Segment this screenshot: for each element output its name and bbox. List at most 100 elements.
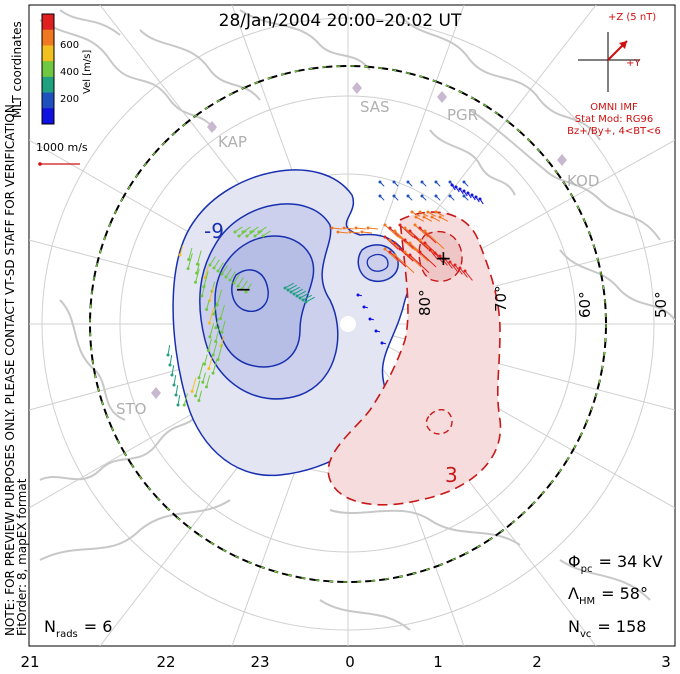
velocity-vector-origin	[257, 230, 261, 234]
velocity-vector-origin	[289, 290, 293, 294]
velocity-vector	[367, 227, 378, 230]
velocity-vector-origin	[245, 234, 249, 238]
velocity-vector	[419, 227, 437, 244]
colorbar-swatch	[42, 76, 54, 94]
velocity-vector-origin	[330, 226, 334, 230]
velocity-vector	[384, 248, 399, 262]
velocity-vector-origin	[195, 262, 199, 266]
velocity-vector-origin	[388, 226, 392, 230]
velocity-vector-origin	[342, 226, 346, 230]
velocity-vector-origin	[244, 290, 248, 294]
velocity-vector	[464, 270, 473, 281]
velocity-vector-origin	[428, 248, 432, 252]
velocity-vector	[435, 211, 445, 217]
velocity-vector-origin	[438, 215, 442, 219]
velocity-vector	[343, 227, 354, 230]
mlt-tick-3: 3	[661, 653, 671, 671]
velocity-vector-origin	[286, 288, 290, 292]
velocity-vector-origin	[403, 238, 407, 242]
velocity-vector	[399, 236, 414, 250]
velocity-vector-origin	[220, 272, 224, 276]
velocity-vector-origin	[168, 363, 172, 367]
velocity-vector	[220, 336, 225, 347]
velocity-vector-origin	[403, 250, 407, 254]
velocity-vector-origin	[448, 260, 452, 264]
velocity-vector-origin	[448, 180, 452, 184]
velocity-vector-origin	[176, 403, 180, 407]
velocity-vector-origin	[220, 330, 224, 334]
velocity-vector-origin	[463, 269, 467, 273]
velocity-vector-origin	[301, 298, 305, 302]
preview-note: NOTE: FOR PREVIEW PURPOSES ONLY. PLEASE …	[3, 100, 17, 636]
velocity-vector	[179, 245, 184, 256]
velocity-vector	[175, 385, 179, 396]
velocity-vector-origin	[403, 226, 407, 230]
velocity-vector-origin	[430, 215, 434, 219]
velocity-vector-origin	[462, 194, 466, 198]
mlt-tick-1: 1	[433, 653, 443, 671]
velocity-vector-origin	[414, 215, 418, 219]
colorbar-swatch	[42, 92, 54, 109]
velocity-vector	[355, 227, 366, 230]
velocity-vector-origin	[206, 348, 210, 352]
velocity-vector-origin	[474, 195, 478, 199]
velocity-vector-origin	[253, 234, 257, 238]
velocity-vector	[427, 211, 437, 217]
velocity-vector-origin	[408, 253, 412, 257]
velocity-vector	[384, 236, 399, 250]
velocity-vector	[198, 390, 203, 401]
velocity-vector-origin	[388, 250, 392, 254]
velocity-vector-origin	[232, 281, 236, 285]
velocity-vector-origin	[392, 194, 396, 198]
velocity-vector-origin	[466, 191, 470, 195]
velocity-vector-origin	[383, 223, 387, 227]
velocity-vector	[233, 274, 240, 284]
lat-label-60: 60°	[576, 291, 594, 318]
velocity-vector-origin	[190, 389, 194, 393]
velocity-vector	[331, 227, 342, 230]
velocity-vector	[167, 345, 171, 356]
velocity-vector-origin	[368, 317, 372, 321]
velocity-vector-origin	[207, 367, 211, 371]
velocity-vector	[191, 377, 197, 392]
pos-contour-outer	[327, 211, 502, 506]
velocity-vector	[287, 284, 298, 291]
velocity-vector-origin	[413, 235, 417, 239]
station-markers	[151, 82, 567, 399]
lat-label-80: 80°	[416, 289, 434, 316]
velocity-vector-origin	[423, 229, 427, 233]
velocity-vector	[209, 256, 216, 266]
velocity-vector-origin	[470, 193, 474, 197]
coordinate-system-label: MLT coordinates	[10, 21, 24, 118]
velocity-vector-origin	[418, 250, 422, 254]
velocity-vector-origin	[187, 258, 191, 262]
velocity-vector-origin	[186, 267, 190, 271]
velocity-vector-origin	[298, 296, 302, 300]
velocity-vector-origin	[398, 223, 402, 227]
velocity-vector-origin	[336, 230, 340, 234]
velocity-vector-origin	[458, 266, 462, 270]
velocity-vector	[213, 302, 218, 315]
imf-condition: Bz+/By+, 4<BT<6	[567, 126, 661, 137]
velocity-vector-origin	[240, 287, 244, 291]
velocity-vector-origin	[392, 180, 396, 184]
velocity-vector-origin	[208, 263, 212, 267]
velocity-vector	[449, 261, 458, 272]
velocity-vector-origin	[408, 229, 412, 233]
velocity-vector-origin	[295, 294, 299, 298]
velocity-vector	[173, 375, 177, 386]
velocity-vector-origin	[166, 353, 170, 357]
phi-pc-stat: Φpc = 34 kV	[568, 552, 663, 575]
velocity-vector-origin	[450, 183, 454, 187]
velocity-vector-origin	[170, 373, 174, 377]
velocity-vector-origin	[410, 210, 414, 214]
velocity-vector-origin	[422, 215, 426, 219]
velocity-vector	[423, 216, 433, 222]
mlt-tick-2: 2	[532, 653, 542, 671]
velocity-vector	[187, 253, 193, 269]
velocity-vector-origin	[453, 263, 457, 267]
velocity-vector-origin	[378, 180, 382, 184]
velocity-vector-origin	[420, 194, 424, 198]
velocity-vector-origin	[241, 230, 245, 234]
